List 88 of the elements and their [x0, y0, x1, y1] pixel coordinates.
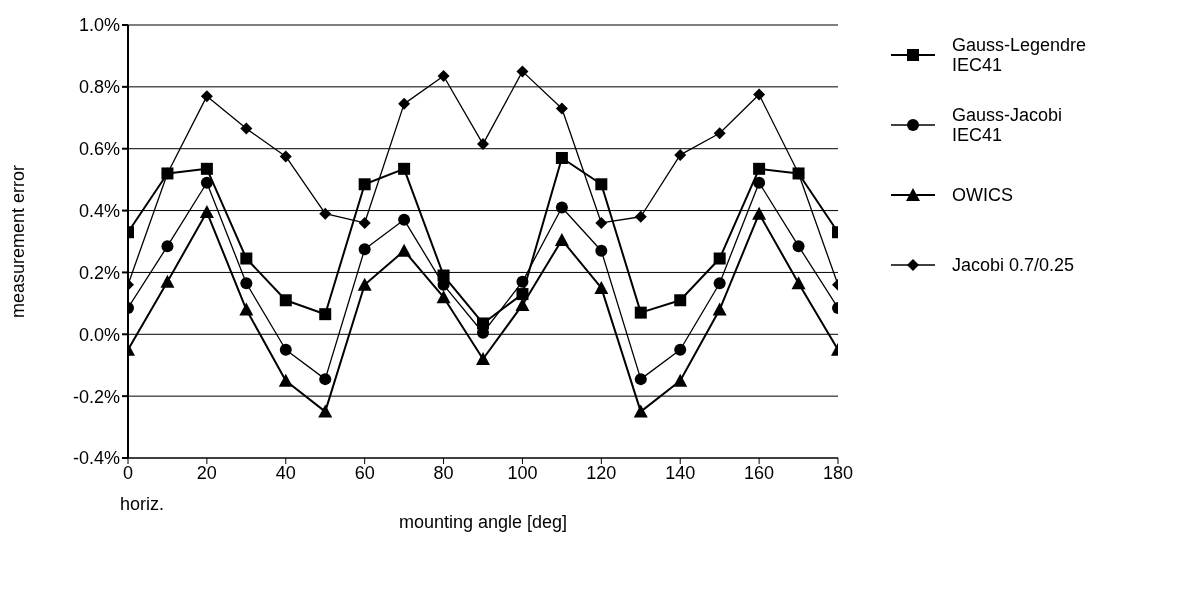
point [437, 70, 450, 83]
legend-label: Jacobi 0.7/0.25 [952, 255, 1076, 275]
x-tick-label: 140 [665, 462, 696, 483]
point [358, 216, 371, 229]
point [477, 317, 489, 330]
legend-label: Gauss-Jacobi IEC41 [952, 105, 1064, 145]
point [792, 240, 805, 253]
point [200, 162, 213, 175]
point [753, 176, 766, 189]
point [161, 167, 174, 180]
point [753, 162, 766, 175]
point [398, 213, 411, 226]
y-tick-label: -0.2% [72, 386, 120, 407]
point [554, 232, 569, 246]
point [791, 276, 806, 290]
x-tick-label: 120 [586, 462, 617, 483]
point [594, 280, 609, 294]
point [595, 216, 608, 229]
point [713, 252, 726, 265]
y-axis-title: measurement error [8, 164, 29, 319]
point [279, 150, 292, 163]
point [555, 201, 568, 214]
x-tick-label: 80 [433, 462, 454, 483]
x-tick-label: 160 [744, 462, 775, 483]
point [358, 178, 371, 191]
point [634, 373, 647, 386]
point [319, 373, 332, 386]
point [674, 148, 687, 161]
point [437, 269, 450, 282]
y-tick-label: 1.0% [78, 15, 120, 36]
point [674, 294, 687, 307]
x-tick-label: 40 [275, 462, 296, 483]
point [397, 243, 412, 257]
text: horiz. [120, 494, 165, 515]
y-tick-label: 0.6% [78, 139, 120, 160]
point [516, 288, 529, 301]
point [753, 88, 766, 101]
point [240, 277, 253, 290]
point [752, 206, 767, 220]
point [200, 90, 213, 103]
point [319, 207, 332, 220]
point [516, 275, 529, 288]
point [239, 302, 254, 316]
point [240, 252, 253, 265]
point [279, 343, 292, 356]
y-tick-label: 0.4% [78, 200, 120, 221]
point [398, 162, 411, 175]
point [792, 167, 805, 180]
point [712, 302, 727, 316]
point [200, 176, 213, 189]
legend-label: Gauss-Legendre IEC41 [952, 35, 1088, 75]
y-tick-label: 0.8% [78, 77, 120, 98]
point [161, 240, 174, 253]
point [477, 138, 489, 151]
point [595, 244, 608, 257]
point [713, 127, 726, 140]
point [358, 243, 371, 256]
point [357, 277, 372, 291]
point [160, 274, 175, 288]
point [634, 306, 647, 319]
point [555, 102, 568, 115]
y-tick-label: 0.0% [78, 324, 120, 345]
legend-label: OWICS [952, 185, 1014, 205]
point [634, 210, 647, 223]
point [595, 178, 608, 191]
y-tick-label: -0.4% [72, 448, 120, 469]
x-tick-label: 180 [822, 462, 854, 483]
point [318, 404, 333, 418]
y-tick-label: 0.2% [78, 262, 120, 283]
point [713, 277, 726, 290]
x-tick-label: 100 [507, 462, 538, 483]
point [199, 205, 214, 219]
point [516, 65, 529, 78]
point [555, 151, 568, 164]
point [673, 373, 688, 387]
point [633, 404, 648, 418]
point [278, 373, 293, 387]
x-tick-label: 20 [196, 462, 217, 483]
point [436, 290, 451, 304]
x-axis-title: mounting angle [deg] [398, 512, 568, 532]
x-tick-label: 60 [354, 462, 375, 483]
point [319, 308, 332, 321]
point [674, 343, 687, 356]
point [279, 294, 292, 307]
point [398, 97, 411, 110]
point [476, 352, 490, 366]
x-tick-label: 0 [122, 462, 134, 483]
point [240, 122, 253, 135]
